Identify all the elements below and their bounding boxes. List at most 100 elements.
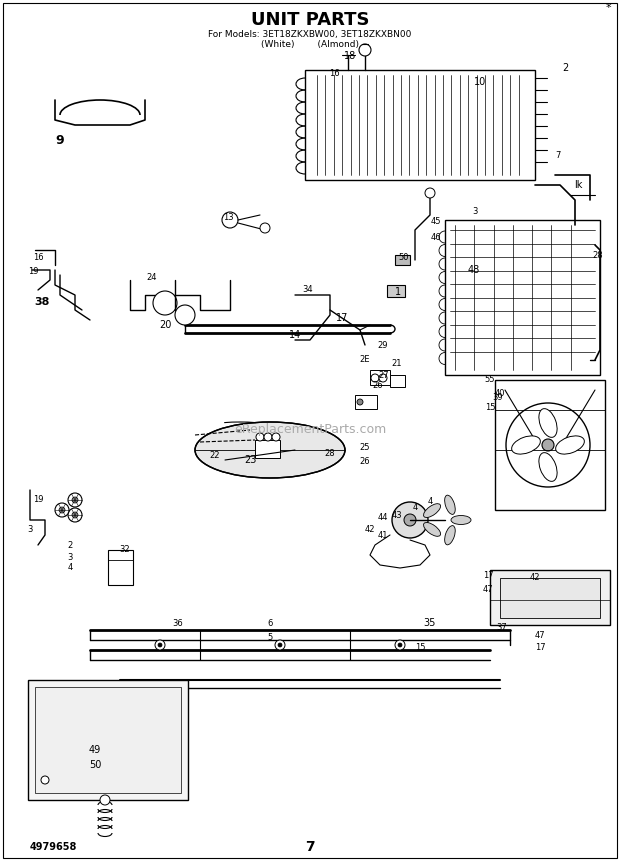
- Circle shape: [379, 374, 387, 382]
- Text: 16: 16: [33, 252, 43, 262]
- Text: 21: 21: [392, 358, 402, 368]
- Text: 4: 4: [412, 503, 418, 511]
- Text: 49: 49: [89, 745, 101, 755]
- Text: 6: 6: [267, 618, 273, 628]
- Text: 42: 42: [365, 525, 375, 535]
- Text: 1: 1: [395, 287, 401, 297]
- Text: 3: 3: [27, 525, 33, 535]
- Text: 17: 17: [336, 313, 348, 323]
- Text: 2: 2: [562, 63, 568, 73]
- Circle shape: [264, 433, 272, 441]
- Circle shape: [371, 374, 379, 382]
- Bar: [370, 370, 390, 385]
- Ellipse shape: [195, 422, 345, 478]
- Bar: [255, 440, 280, 458]
- Text: *: *: [605, 3, 611, 13]
- Text: 32: 32: [120, 546, 130, 554]
- Circle shape: [68, 493, 82, 507]
- Text: 16: 16: [329, 69, 339, 77]
- Text: 50: 50: [89, 760, 101, 770]
- Text: 44: 44: [378, 513, 388, 523]
- Text: lk: lk: [574, 180, 582, 190]
- Bar: [35, 687, 181, 793]
- Bar: [500, 578, 600, 618]
- Text: 19: 19: [28, 268, 38, 276]
- Text: 27: 27: [379, 370, 389, 380]
- Bar: [390, 375, 405, 387]
- Circle shape: [158, 643, 162, 647]
- Text: eReplacementParts.com: eReplacementParts.com: [234, 424, 386, 437]
- Text: 40: 40: [495, 388, 505, 398]
- Ellipse shape: [539, 453, 557, 481]
- Circle shape: [359, 44, 371, 56]
- Ellipse shape: [512, 436, 541, 454]
- Text: 2: 2: [68, 541, 73, 549]
- Text: 15: 15: [485, 404, 495, 412]
- Text: 10: 10: [474, 77, 486, 87]
- Circle shape: [357, 399, 363, 405]
- Circle shape: [542, 439, 554, 451]
- Text: 9: 9: [56, 133, 64, 146]
- Ellipse shape: [556, 436, 585, 454]
- Text: 38: 38: [34, 297, 50, 307]
- Text: 41: 41: [378, 530, 388, 540]
- Text: 28: 28: [593, 251, 603, 259]
- Bar: [445, 220, 600, 375]
- Circle shape: [222, 212, 238, 228]
- Circle shape: [68, 508, 82, 522]
- Bar: [108, 550, 133, 585]
- Text: 39: 39: [493, 393, 503, 401]
- Circle shape: [395, 640, 405, 650]
- Text: 34: 34: [303, 286, 313, 294]
- Circle shape: [425, 188, 435, 198]
- Circle shape: [155, 640, 165, 650]
- Text: 47: 47: [534, 630, 546, 640]
- Circle shape: [392, 502, 428, 538]
- Bar: [305, 70, 535, 180]
- Bar: [490, 570, 610, 625]
- Text: 7: 7: [305, 840, 315, 854]
- Text: UNIT PARTS: UNIT PARTS: [250, 11, 370, 29]
- Text: 46: 46: [431, 233, 441, 243]
- Text: 13: 13: [223, 214, 233, 222]
- Text: 23: 23: [244, 455, 256, 465]
- Bar: [387, 285, 405, 297]
- Text: 14: 14: [289, 330, 301, 340]
- Text: 7: 7: [556, 151, 560, 159]
- Text: 37: 37: [497, 623, 507, 633]
- Circle shape: [260, 223, 270, 233]
- Text: 5: 5: [267, 634, 273, 642]
- Text: 22: 22: [210, 450, 220, 460]
- Text: 20: 20: [159, 320, 171, 330]
- Text: 25: 25: [360, 443, 370, 453]
- Text: 29: 29: [378, 342, 388, 350]
- Circle shape: [275, 640, 285, 650]
- Text: 47: 47: [483, 585, 494, 594]
- Text: 55: 55: [485, 375, 495, 385]
- Text: 17: 17: [483, 572, 494, 580]
- Circle shape: [398, 643, 402, 647]
- Text: For Models: 3ET18ZKXBW00, 3ET18ZKXBN00: For Models: 3ET18ZKXBW00, 3ET18ZKXBN00: [208, 29, 412, 39]
- Text: 43: 43: [392, 511, 402, 519]
- Ellipse shape: [423, 504, 441, 517]
- Ellipse shape: [539, 409, 557, 437]
- Circle shape: [272, 433, 280, 441]
- Text: 42: 42: [529, 573, 540, 583]
- Text: 18: 18: [344, 51, 356, 61]
- Bar: [395, 255, 410, 265]
- Ellipse shape: [445, 525, 455, 545]
- Text: 35: 35: [424, 618, 436, 628]
- Text: 4: 4: [68, 563, 73, 573]
- Text: (White)        (Almond): (White) (Almond): [261, 40, 359, 48]
- Circle shape: [55, 503, 69, 517]
- Ellipse shape: [423, 523, 441, 536]
- Text: 45: 45: [431, 218, 441, 226]
- Text: 3: 3: [68, 553, 73, 561]
- Text: 4: 4: [427, 498, 433, 506]
- Text: 36: 36: [172, 618, 184, 628]
- Circle shape: [41, 776, 49, 784]
- Circle shape: [59, 507, 65, 513]
- Circle shape: [175, 305, 195, 325]
- Text: 28: 28: [325, 449, 335, 457]
- Text: 4979658: 4979658: [30, 842, 78, 852]
